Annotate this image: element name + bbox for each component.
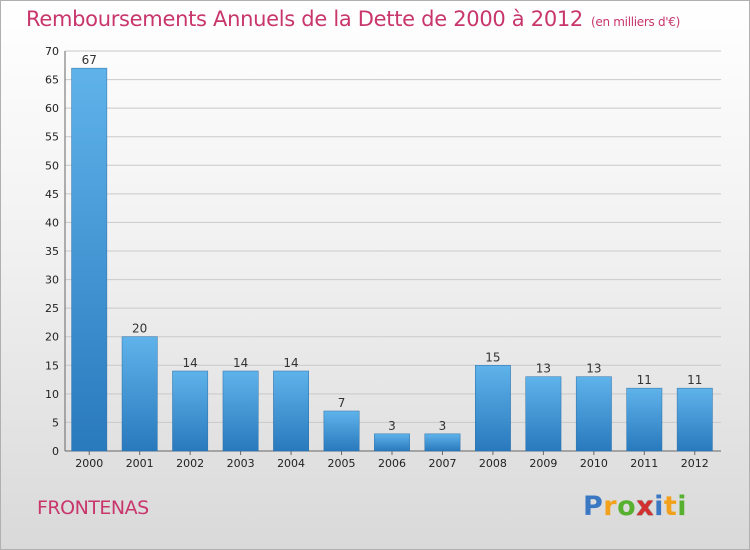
x-tick-labels: 2000 2001 2002 2003 2004 2005 2006 2007 2008 2009… (75, 457, 709, 470)
x-tick-label-2008: 2008 (479, 457, 507, 470)
bar-2006 (374, 433, 410, 452)
bar-2011 (626, 387, 663, 452)
data-label-2009: 13 (536, 362, 551, 376)
y-tick-label: 0 (52, 445, 59, 458)
bar-2010 (575, 376, 612, 452)
bar-2009 (525, 376, 562, 452)
y-tick-label: 55 (45, 131, 59, 144)
bar-2001 (121, 336, 158, 452)
data-label-2012: 11 (687, 373, 702, 387)
y-tick-label: 15 (45, 359, 59, 372)
y-tick-label: 20 (45, 331, 59, 344)
grid-lines (65, 50, 721, 423)
logo-letter: i (654, 491, 664, 522)
y-tick-label: 25 (45, 302, 59, 315)
x-tick-label-2000: 2000 (75, 457, 103, 470)
logo-letter: o (617, 491, 637, 522)
data-label-2008: 15 (485, 350, 500, 364)
bar-2004 (273, 370, 309, 452)
data-label-2007: 3 (439, 419, 447, 433)
y-tick-label: 60 (45, 102, 59, 115)
bar-2008 (475, 365, 511, 452)
axes (64, 51, 721, 455)
bar-2002 (172, 370, 209, 452)
bars (71, 67, 713, 452)
bar-2007 (424, 433, 461, 452)
logo-letter: P (583, 491, 604, 522)
commune-name: FRONTENAS (37, 497, 149, 519)
y-tick-label: 40 (45, 216, 59, 229)
x-tick-label-2005: 2005 (328, 457, 356, 470)
chart-unit-label: (en milliers d'€) (591, 15, 681, 29)
y-tick-label: 65 (45, 74, 59, 87)
x-tick-label-2012: 2012 (681, 457, 709, 470)
y-tick-labels: 0 5 10 15 20 25 30 35 40 45 50 55 60 65 70 (45, 45, 59, 458)
y-tick-label: 45 (45, 188, 59, 201)
y-tick-label: 5 (52, 416, 59, 429)
x-tick-label-2009: 2009 (529, 457, 557, 470)
logo-letter: t (663, 491, 678, 522)
y-tick-label: 10 (45, 388, 59, 401)
logo-letter: r (603, 491, 618, 522)
logo-letter: i (677, 491, 688, 522)
logo-letter: x (636, 491, 655, 522)
data-label-2000: 67 (82, 53, 97, 67)
bar-2000 (71, 67, 108, 452)
y-tick-label: 70 (45, 45, 59, 58)
y-tick-label: 35 (45, 245, 59, 258)
x-tick-label-2006: 2006 (378, 457, 406, 470)
chart-title: Remboursements Annuels de la Dette de 20… (26, 7, 680, 31)
bar-2003 (222, 370, 259, 452)
x-tick-label-2011: 2011 (630, 457, 658, 470)
x-tick-label-2004: 2004 (277, 457, 305, 470)
chart-title-text: Remboursements Annuels de la Dette de 20… (26, 7, 583, 31)
data-label-2006: 3 (388, 419, 396, 433)
data-label-2002: 14 (183, 356, 198, 370)
x-tick-label-2007: 2007 (428, 457, 456, 470)
data-label-2003: 14 (233, 356, 248, 370)
data-label-2005: 7 (338, 396, 346, 410)
data-label-2004: 14 (283, 356, 298, 370)
data-label-2001: 20 (132, 322, 147, 336)
x-tick-label-2002: 2002 (176, 457, 204, 470)
data-label-2010: 13 (586, 362, 601, 376)
y-tick-label: 50 (45, 159, 59, 172)
x-tick-label-2001: 2001 (126, 457, 154, 470)
x-tick-label-2003: 2003 (227, 457, 255, 470)
data-label-2011: 11 (637, 373, 652, 387)
bar-2005 (323, 410, 360, 452)
bar-2012 (676, 387, 713, 452)
proxiti-logo: Proxiti (583, 491, 687, 522)
data-labels: 67 20 14 14 14 7 3 3 15 13 13 11 11 (82, 53, 703, 433)
x-tick-label-2010: 2010 (580, 457, 608, 470)
y-tick-label: 30 (45, 274, 59, 287)
